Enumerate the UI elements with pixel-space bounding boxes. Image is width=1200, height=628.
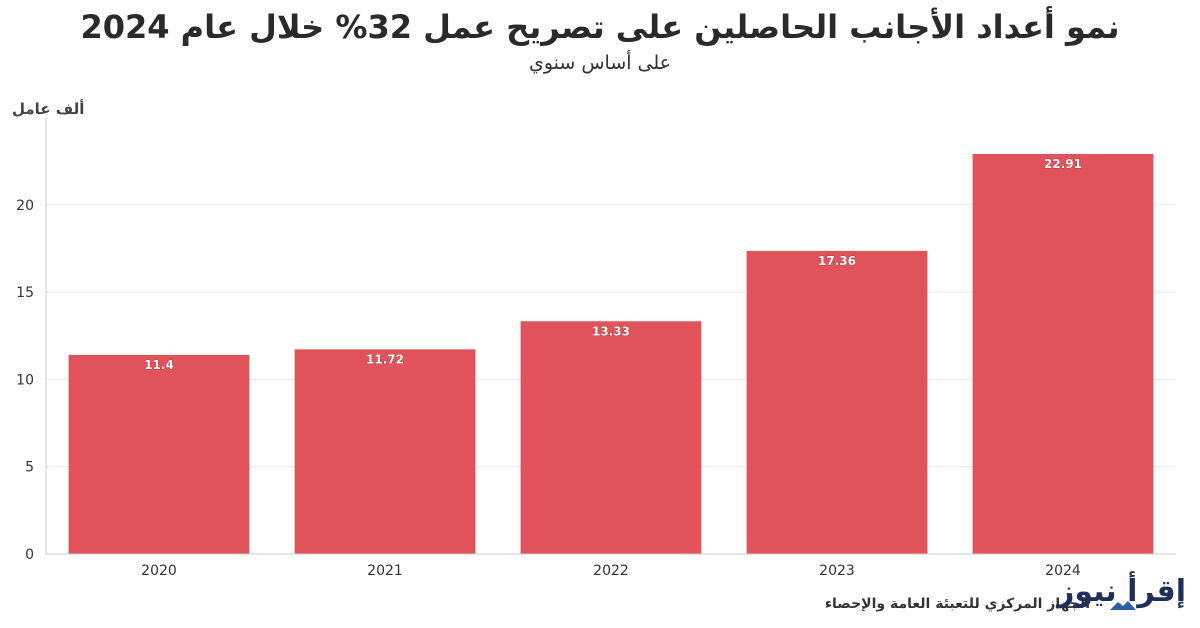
source-note: الجهاز المركزي للتعبئة العامة والإحصاء [824, 596, 1090, 612]
watermark-logo: إقرأ نيوز [1057, 574, 1186, 609]
data-label: 22.91 [1044, 157, 1082, 171]
chart-subtitle: على أساس سنوي [528, 52, 672, 74]
bar-2023 [746, 250, 928, 554]
bar-2024 [972, 153, 1154, 554]
y-tick-label: 20 [16, 198, 34, 214]
y-tick-label: 5 [25, 460, 34, 476]
watermark-icon [1110, 601, 1136, 610]
data-labels: 11.4 11.72 13.33 17.36 22.91 [144, 157, 1082, 373]
y-tick-label: 10 [16, 372, 34, 388]
data-label: 11.72 [366, 352, 404, 366]
chart-title: نمو أعداد الأجانب الحاصلين على تصريح عمل… [80, 8, 1120, 46]
data-label: 11.4 [144, 358, 174, 372]
bar-2022 [520, 321, 702, 554]
data-label: 17.36 [818, 254, 856, 268]
y-axis-unit-label: ألف عامل [12, 100, 85, 118]
x-tick-label: 2024 [1045, 563, 1081, 579]
x-tick-label: 2023 [819, 563, 855, 579]
x-tick-label: 2020 [141, 563, 177, 579]
bars [68, 153, 1154, 554]
data-label: 13.33 [592, 324, 630, 338]
x-tick-label: 2022 [593, 563, 629, 579]
y-tick-label: 15 [16, 285, 34, 301]
y-tick-label: 0 [25, 547, 34, 563]
x-tick-label: 2021 [367, 563, 403, 579]
bar-2021 [294, 349, 476, 554]
bar-2020 [68, 354, 250, 554]
watermark-text: إقرأ نيوز [1057, 574, 1186, 609]
